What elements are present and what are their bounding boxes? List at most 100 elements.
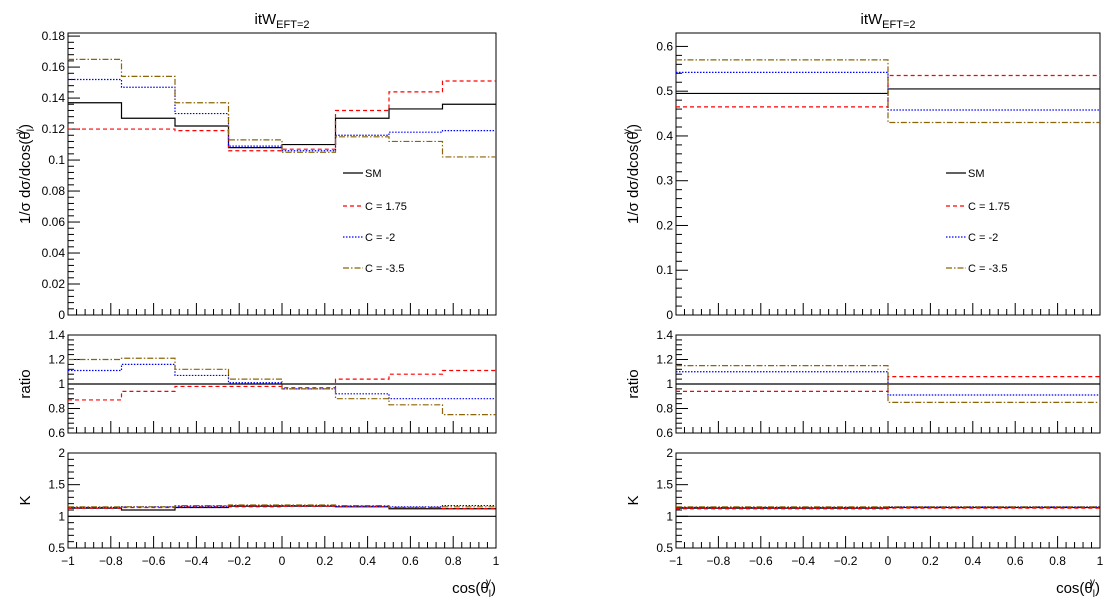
- x-tick-label: −0.2: [227, 554, 251, 568]
- legend-label-2: C = -2: [968, 232, 998, 244]
- y-axis-label-ylabel: K: [625, 495, 642, 505]
- y-tick-label: 0.6: [656, 426, 673, 440]
- x-tick-label: 0.4: [964, 554, 981, 568]
- chart-title-subscript: EFT=2: [882, 19, 915, 31]
- series-line-3: [68, 58, 496, 158]
- series-line-2: [676, 506, 1100, 509]
- y-tick-label: 0.8: [48, 402, 65, 416]
- chart-title-subscript: EFT=2: [276, 19, 309, 31]
- series-line-3: [676, 59, 1100, 124]
- y-axis-label-ylabel: K: [17, 495, 34, 505]
- series-line-2: [676, 71, 1100, 111]
- legend-label-3: C = -3.5: [968, 263, 1007, 275]
- y-axis-label-ylabel_sup: y: [14, 129, 25, 134]
- x-axis-label-xlabel_close: ): [491, 580, 496, 597]
- y-tick-label: 0.18: [42, 29, 66, 43]
- chart-title: itWEFT=2: [255, 11, 310, 31]
- x-tick-label: 0.6: [1007, 554, 1024, 568]
- x-tick-label: 1: [1097, 554, 1104, 568]
- chart-title-text: itW: [861, 11, 884, 28]
- x-axis-label-xlabel: cos(θ: [452, 580, 489, 597]
- x-tick-label: 0.8: [1049, 554, 1066, 568]
- y-axis-label-ylabel_close: ): [17, 124, 34, 129]
- y-axis-label: ratio: [17, 369, 34, 398]
- series-line-0: [68, 505, 496, 511]
- legend-label-0: SM: [968, 168, 985, 180]
- y-tick-label: 1: [58, 377, 65, 391]
- x-axis-label: cos(θly): [1056, 577, 1100, 600]
- y-axis-label-ylabel_sup: y: [622, 129, 633, 134]
- y-tick-label: 0.08: [42, 184, 66, 198]
- y-axis-label-ylabel_sub: l: [634, 129, 645, 131]
- x-tick-label: −1: [61, 554, 75, 568]
- y-tick-label: 0.16: [42, 60, 66, 74]
- y-tick-label: 0.1: [48, 153, 65, 167]
- x-tick-label: −0.2: [834, 554, 858, 568]
- y-tick-label: 1: [58, 509, 65, 523]
- y-tick-label: 2: [666, 446, 673, 460]
- y-tick-label: 0.06: [42, 215, 66, 229]
- series-line-2: [676, 371, 1100, 396]
- y-tick-label: 0.3: [656, 174, 673, 188]
- x-tick-label: −0.6: [142, 554, 166, 568]
- y-axis-label-ylabel: 1/σ dσ/dcos(θ: [17, 131, 34, 224]
- y-tick-label: 0.1: [656, 263, 673, 277]
- series-line-2: [68, 78, 496, 152]
- panel-frame: [675, 452, 1101, 549]
- series-line-1: [68, 80, 496, 152]
- y-axis-label-ylabel: 1/σ dσ/dcos(θ: [625, 131, 642, 224]
- x-tick-label: 0.2: [316, 554, 333, 568]
- x-tick-label: 0.8: [445, 554, 462, 568]
- x-axis-label-xlabel_sup: y: [486, 577, 491, 588]
- y-tick-label: 0.5: [656, 84, 673, 98]
- x-axis-label-xlabel_sub: l: [1093, 589, 1095, 600]
- y-tick-label: 1.4: [656, 328, 673, 342]
- y-tick-label: 0.14: [42, 91, 66, 105]
- x-tick-label: −0.8: [99, 554, 123, 568]
- legend-label-1: C = 1.75: [968, 201, 1010, 213]
- chart-title-text: itW: [255, 11, 278, 28]
- x-tick-label: 0.4: [359, 554, 376, 568]
- x-tick-label: 1: [493, 554, 500, 568]
- y-tick-label: 0.5: [48, 541, 65, 555]
- x-tick-label: −0.8: [707, 554, 731, 568]
- x-axis-label-xlabel_close: ): [1095, 580, 1100, 597]
- series-line-3: [676, 365, 1100, 403]
- legend-label-3: C = -3.5: [365, 263, 404, 275]
- legend-label-0: SM: [365, 168, 382, 180]
- panel-frame: [67, 32, 497, 316]
- y-axis-label: K: [625, 495, 642, 505]
- legend-label-2: C = -2: [365, 232, 395, 244]
- y-axis-label-ylabel_close: ): [625, 124, 642, 129]
- legend-label-1: C = 1.75: [365, 201, 407, 213]
- y-axis-label: K: [17, 495, 34, 505]
- y-tick-label: 0.6: [656, 39, 673, 53]
- panel-ratio: 0.6 0.8 1 1.2 1.4 ratio: [17, 328, 497, 440]
- x-tick-label: 0.6: [402, 554, 419, 568]
- y-tick-label: 1: [666, 509, 673, 523]
- y-tick-label: 1.4: [48, 328, 65, 342]
- y-tick-label: 1.5: [656, 478, 673, 492]
- x-axis-label-xlabel_sub: l: [489, 589, 491, 600]
- x-axis-label-xlabel: cos(θ: [1056, 580, 1093, 597]
- y-tick-label: 0.8: [656, 402, 673, 416]
- y-axis-label-ylabel: ratio: [17, 369, 34, 398]
- chart-2: itWEFT=2 0 0.1 0.2 0.3 0.4 0.5 0.6 1/σ dσ/dcos(θ…: [622, 11, 1104, 600]
- y-tick-label: 1.5: [48, 478, 65, 492]
- y-tick-label: 0.6: [48, 426, 65, 440]
- x-axis-label: cos(θly): [452, 577, 496, 600]
- panel-frame: [67, 452, 497, 549]
- legend: SM C = 1.75 C = -2 C = -3.5: [343, 168, 407, 275]
- y-tick-label: 0: [666, 308, 673, 322]
- chart-title: itWEFT=2: [861, 11, 916, 31]
- y-axis-label: 1/σ dσ/dcos(θly): [14, 124, 37, 224]
- y-tick-label: 0.4: [656, 129, 673, 143]
- y-tick-label: 0.02: [42, 277, 66, 291]
- y-axis-label: 1/σ dσ/dcos(θly): [622, 124, 645, 224]
- legend: SM C = 1.75 C = -2 C = -3.5: [946, 168, 1010, 275]
- x-tick-label: 0.2: [922, 554, 939, 568]
- x-tick-label: −0.4: [185, 554, 209, 568]
- series-line-3: [68, 504, 496, 509]
- y-tick-label: 1: [666, 377, 673, 391]
